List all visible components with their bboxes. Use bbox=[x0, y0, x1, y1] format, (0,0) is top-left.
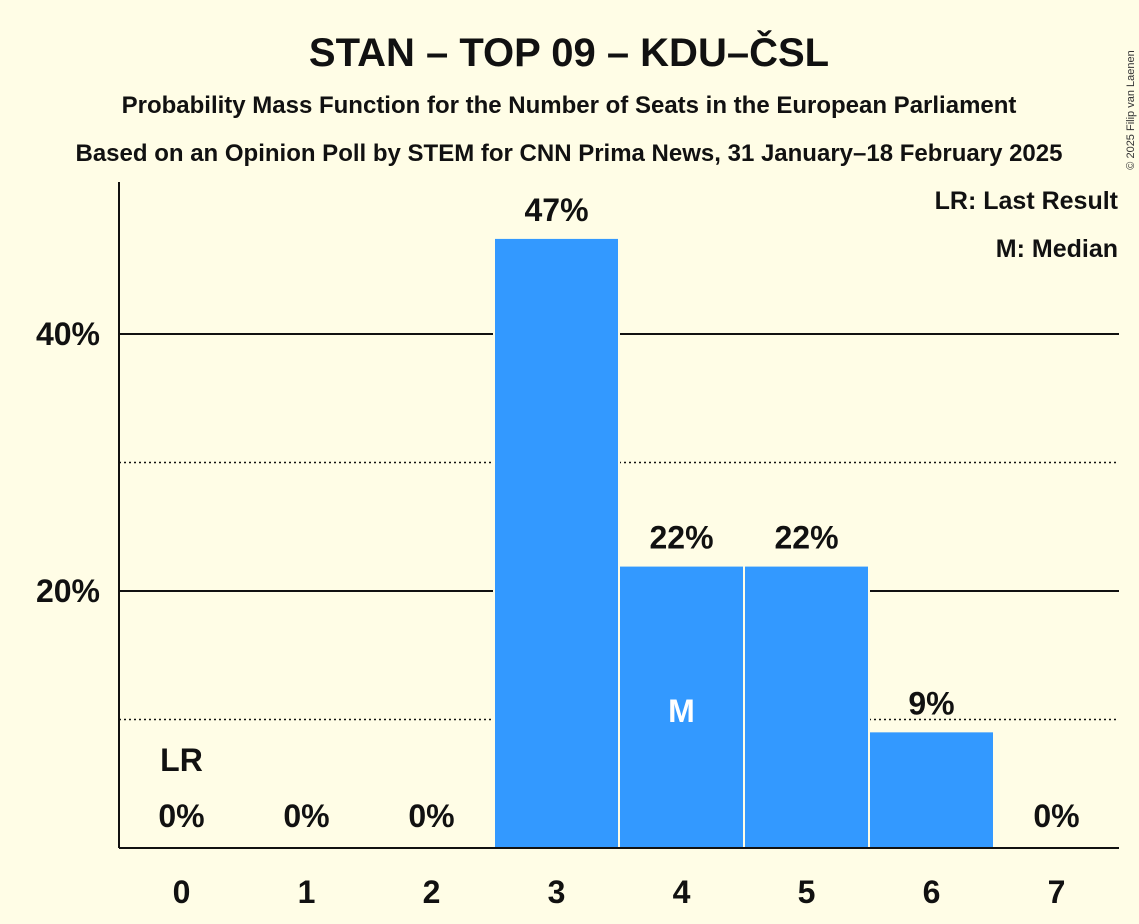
bar-6 bbox=[870, 732, 993, 848]
y-tick-label: 40% bbox=[36, 316, 100, 352]
value-label-6: 9% bbox=[908, 685, 954, 721]
x-tick-labels: 0 1 2 3 4 5 6 7 bbox=[173, 874, 1066, 910]
y-tick-label: 20% bbox=[36, 573, 100, 609]
x-tick-label: 5 bbox=[798, 874, 816, 910]
x-tick-label: 2 bbox=[423, 874, 441, 910]
y-tick-labels: 20% 40% bbox=[36, 316, 100, 609]
x-tick-label: 7 bbox=[1048, 874, 1066, 910]
x-tick-label: 3 bbox=[548, 874, 566, 910]
data-labels: 0% LR 0% 0% 47% 22% M 22% 9% 0% bbox=[158, 192, 1079, 834]
value-label-2: 0% bbox=[408, 798, 454, 834]
median-marker: M bbox=[668, 693, 695, 729]
x-tick-label: 6 bbox=[923, 874, 941, 910]
legend-median: M: Median bbox=[996, 235, 1118, 263]
x-tick-label: 1 bbox=[298, 874, 316, 910]
x-tick-label: 0 bbox=[173, 874, 191, 910]
legend: LR: Last Result M: Median bbox=[935, 187, 1119, 263]
value-label-5: 22% bbox=[774, 520, 838, 556]
bars bbox=[493, 237, 995, 848]
value-label-1: 0% bbox=[283, 798, 329, 834]
last-result-marker: LR bbox=[160, 742, 203, 778]
x-tick-label: 4 bbox=[673, 874, 691, 910]
chart-subtitle-source: Based on an Opinion Poll by STEM for CNN… bbox=[76, 140, 1063, 167]
bar-3 bbox=[495, 238, 618, 848]
value-label-7: 0% bbox=[1033, 798, 1079, 834]
bar-4 bbox=[620, 566, 743, 848]
value-label-4: 22% bbox=[649, 520, 713, 556]
chart-title: STAN – TOP 09 – KDU–ČSL bbox=[309, 29, 829, 75]
copyright-notice: © 2025 Filip van Laenen bbox=[1125, 50, 1137, 169]
chart-subtitle: Probability Mass Function for the Number… bbox=[122, 92, 1017, 119]
value-label-3: 47% bbox=[524, 192, 588, 228]
value-label-0: 0% bbox=[158, 798, 204, 834]
legend-last-result: LR: Last Result bbox=[935, 187, 1119, 215]
bar-5 bbox=[745, 566, 868, 848]
